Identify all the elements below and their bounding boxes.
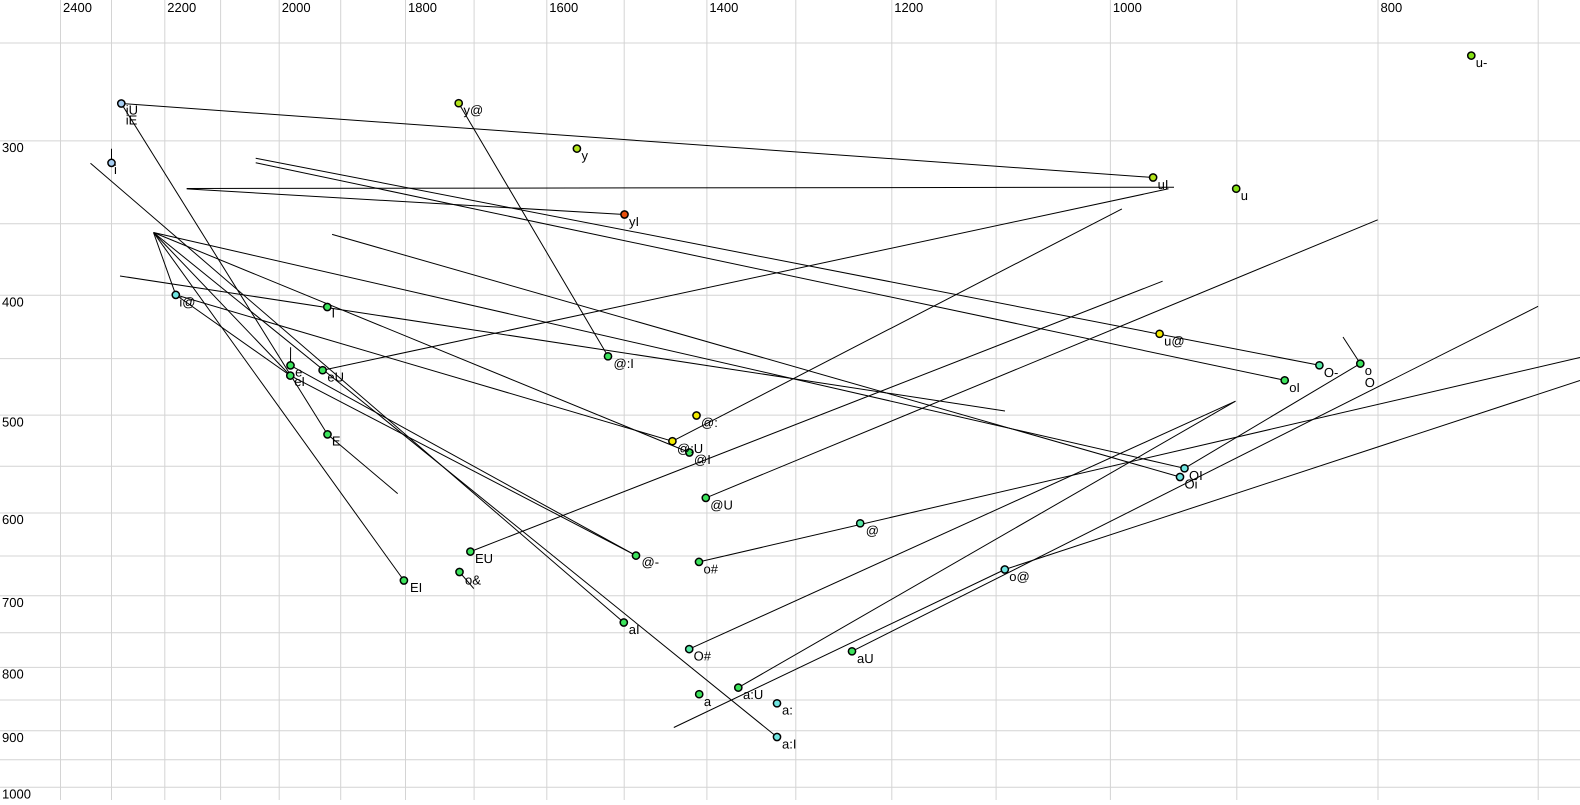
svg-text:1800: 1800 xyxy=(408,0,437,15)
svg-text:@:: @: xyxy=(701,415,718,430)
svg-text:eU: eU xyxy=(327,370,344,385)
svg-text:a:: a: xyxy=(782,703,793,718)
svg-text:u: u xyxy=(1241,188,1248,203)
svg-text:I: I xyxy=(332,306,336,321)
svg-text:i: i xyxy=(114,162,117,177)
svg-text:a: a xyxy=(704,694,712,709)
svg-text:1200: 1200 xyxy=(894,0,923,15)
svg-text:o#: o# xyxy=(704,561,719,576)
svg-text:1000: 1000 xyxy=(1113,0,1142,15)
svg-text:2200: 2200 xyxy=(167,0,196,15)
svg-text:400: 400 xyxy=(2,295,24,310)
svg-text:y: y xyxy=(582,148,589,163)
svg-text:@I: @I xyxy=(694,452,711,467)
svg-text:@-: @- xyxy=(642,555,660,570)
svg-text:300: 300 xyxy=(2,140,24,155)
svg-text:600: 600 xyxy=(2,512,24,527)
svg-text:iE: iE xyxy=(126,112,138,127)
svg-text:u@: u@ xyxy=(1164,333,1184,348)
svg-text:Oi: Oi xyxy=(1185,477,1198,492)
svg-text:1400: 1400 xyxy=(709,0,738,15)
svg-text:@: @ xyxy=(866,523,879,538)
svg-text:y@: y@ xyxy=(464,103,484,118)
svg-text:EI: EI xyxy=(410,580,422,595)
svg-text:800: 800 xyxy=(2,667,24,682)
svg-text:500: 500 xyxy=(2,414,24,429)
svg-text:a:U: a:U xyxy=(743,687,763,702)
svg-text:o&: o& xyxy=(465,573,481,588)
svg-text:2000: 2000 xyxy=(282,0,311,15)
svg-text:eI: eI xyxy=(294,374,305,389)
svg-text:o@: o@ xyxy=(1009,569,1029,584)
svg-text:uI: uI xyxy=(1158,177,1169,192)
svg-text:E: E xyxy=(332,434,341,449)
svg-text:u-: u- xyxy=(1476,55,1488,70)
svg-text:aI: aI xyxy=(629,622,640,637)
svg-text:900: 900 xyxy=(2,730,24,745)
svg-text:EU: EU xyxy=(475,551,493,566)
svg-text:1000: 1000 xyxy=(2,786,31,800)
svg-text:700: 700 xyxy=(2,595,24,610)
svg-text:@:I: @:I xyxy=(614,356,634,371)
svg-text:O-: O- xyxy=(1324,365,1338,380)
svg-text:1600: 1600 xyxy=(549,0,578,15)
svg-text:oI: oI xyxy=(1289,380,1300,395)
svg-text:O: O xyxy=(1365,375,1375,390)
svg-text:i@: i@ xyxy=(179,295,195,310)
svg-text:aU: aU xyxy=(857,651,874,666)
svg-text:yI: yI xyxy=(629,214,639,229)
svg-text:@U: @U xyxy=(710,497,733,512)
svg-text:a:I: a:I xyxy=(782,736,796,751)
svg-text:800: 800 xyxy=(1381,0,1403,15)
svg-text:2400: 2400 xyxy=(63,0,92,15)
svg-text:O#: O# xyxy=(694,649,712,664)
